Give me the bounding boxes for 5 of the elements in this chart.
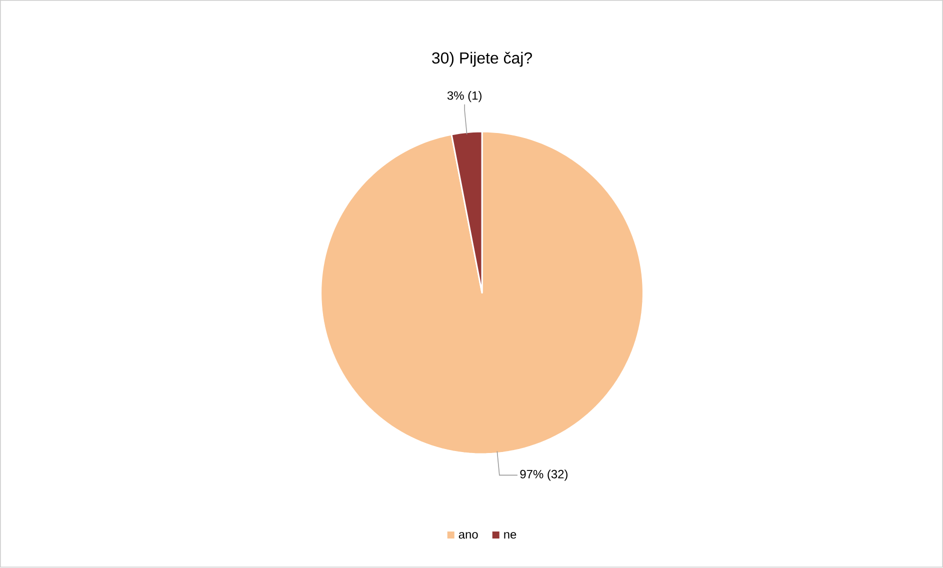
legend-label: ne — [504, 532, 516, 539]
data-label: 97% (32) — [520, 470, 568, 481]
legend-label: ano — [458, 532, 478, 539]
data-label: 3% (1) — [447, 91, 482, 102]
chart-title: 30) Pijete čaj? — [432, 52, 532, 68]
